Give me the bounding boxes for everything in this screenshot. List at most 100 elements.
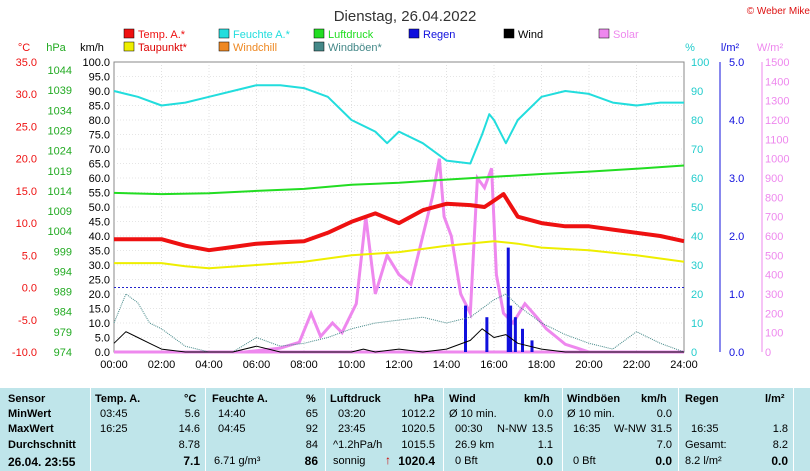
wind-tick-label: 15.0 — [89, 304, 110, 316]
wind-tick-label: 0.0 — [95, 347, 110, 359]
temp-tick-label: 20.0 — [16, 154, 37, 166]
hdr-gust-unit: km/h — [641, 393, 667, 405]
legend-label: Solar — [613, 29, 639, 41]
wind-tick-label: 95.0 — [89, 72, 110, 84]
rain-max-time: 16:35 — [691, 423, 719, 435]
wind-tick-label: 40.0 — [89, 231, 110, 243]
solar-tick-label: 300 — [765, 289, 783, 301]
series-humidity — [113, 84, 684, 165]
x-tick-label: 10:00 — [338, 359, 366, 370]
x-axis: 00:00 02:00 04:00 06:00 08:00 10:00 12:00 14:00… — [100, 359, 698, 370]
press-now: 1020.4 — [398, 454, 435, 468]
solar-tick-label: 1200 — [765, 115, 789, 127]
wind-tick-label: 25.0 — [89, 275, 110, 287]
hdr-gust: Windböen — [567, 393, 621, 405]
wind-dist: 26.9 km — [455, 439, 495, 451]
wind-tick-label: 30.0 — [89, 260, 110, 272]
x-tick-label: 14:00 — [433, 359, 461, 370]
chart-grid — [114, 62, 684, 352]
wind-tick-label: 90.0 — [89, 86, 110, 98]
press-max: 1020.5 — [401, 423, 435, 435]
temp-tick-label: -5.0 — [18, 315, 37, 327]
pressure-tick-label: 984 — [54, 307, 72, 319]
axis-unit-label: km/h — [80, 42, 104, 54]
chart-title: Dienstag, 26.04.2022 — [334, 8, 477, 25]
row-avg-label: Durchschnitt — [8, 439, 76, 451]
press-min-time: 03:20 — [338, 408, 366, 420]
gust-avg: 7.0 — [656, 439, 672, 451]
x-tick-label: 24:00 — [670, 359, 698, 370]
temp-tick-label: 15.0 — [16, 186, 37, 198]
press-max-time: 23:45 — [338, 423, 366, 435]
solar-tick-label: 1000 — [765, 154, 789, 166]
rain-tick-label: 2.0 — [729, 231, 744, 243]
temp-tick-label: 25.0 — [16, 121, 37, 133]
hdr-temp-unit: °C — [184, 393, 197, 405]
legend-label: Taupunkt* — [138, 42, 188, 54]
hdr-press: Luftdruck — [330, 393, 381, 405]
x-tick-label: 08:00 — [290, 359, 318, 370]
solar-tick-label: 700 — [765, 212, 783, 224]
humidity-tick-label: 40 — [691, 231, 703, 243]
legend-swatch — [598, 28, 610, 39]
x-tick-label: 12:00 — [385, 359, 413, 370]
humidity-tick-label: 70 — [691, 144, 703, 156]
x-tick-label: 20:00 — [575, 359, 603, 370]
wind-max-dir: N-NW — [497, 423, 527, 435]
wind-tick-label: 65.0 — [89, 159, 110, 171]
pressure-tick-label: 974 — [54, 347, 72, 359]
wind-tick-label: 35.0 — [89, 246, 110, 258]
pressure-tick-label: 1044 — [48, 65, 72, 77]
axis-unit-label: hPa — [46, 42, 66, 54]
hdr-hum-unit: % — [306, 393, 316, 405]
pressure-tick-label: 1034 — [48, 105, 72, 117]
rain-tick-label: 0.0 — [729, 347, 744, 359]
humidity-tick-label: 50 — [691, 202, 703, 214]
legend-swatch — [123, 41, 135, 52]
press-avg: 1015.5 — [401, 439, 435, 451]
hdr-rain-unit: l/m² — [765, 393, 785, 405]
legend-label: Feuchte A.* — [233, 29, 291, 41]
wind-now: 0.0 — [536, 454, 553, 468]
row-max-label: MaxWert — [8, 423, 54, 435]
temp-tick-label: 10.0 — [16, 218, 37, 230]
rain-max: 1.8 — [772, 423, 788, 435]
rain-bar — [485, 317, 489, 352]
gust-bft: 0 Bft — [573, 455, 596, 467]
gust-now: 0.0 — [655, 454, 672, 468]
series-solar — [114, 158, 684, 354]
wind-avg: 1.1 — [537, 439, 553, 451]
rain-bar — [530, 340, 534, 352]
hdr-hum: Feuchte A. — [212, 393, 268, 405]
rain-tick-label: 5.0 — [729, 57, 744, 69]
humidity-tick-label: 30 — [691, 260, 703, 272]
legend-swatch — [313, 41, 325, 52]
temp-tick-label: 30.0 — [16, 89, 37, 101]
legend-swatch — [218, 28, 230, 39]
gust-max: 31.5 — [650, 423, 672, 435]
wind-max-time: 00:30 — [455, 423, 483, 435]
pressure-tick-label: 1039 — [48, 85, 72, 97]
solar-tick-label: 600 — [765, 231, 783, 243]
wind-max: 13.5 — [531, 423, 553, 435]
solar-tick-label: 1400 — [765, 76, 789, 88]
solar-tick-label: 800 — [765, 192, 783, 204]
pressure-tick-label: 994 — [54, 266, 72, 278]
humidity-tick-label: 80 — [691, 115, 703, 127]
x-tick-label: 02:00 — [148, 359, 176, 370]
wind-tick-label: 5.0 — [95, 333, 110, 345]
wind-tick-label: 60.0 — [89, 173, 110, 185]
humidity-tick-label: 20 — [691, 289, 703, 301]
solar-tick-label: 500 — [765, 250, 783, 262]
hum-max-time: 04:45 — [218, 423, 246, 435]
legend-label: Windböen* — [328, 42, 383, 54]
press-trend: ^1.2hPa/h — [333, 439, 383, 451]
rain-tick-label: 3.0 — [729, 173, 744, 185]
wind-bft: 0 Bft — [455, 455, 478, 467]
temp-min-time: 03:45 — [100, 408, 128, 420]
gust-max-dir: W-NW — [614, 423, 647, 435]
legend-swatch — [503, 28, 515, 39]
wind-tick-label: 85.0 — [89, 101, 110, 113]
solar-tick-label: 1500 — [765, 57, 789, 69]
hum-min: 65 — [305, 408, 318, 420]
